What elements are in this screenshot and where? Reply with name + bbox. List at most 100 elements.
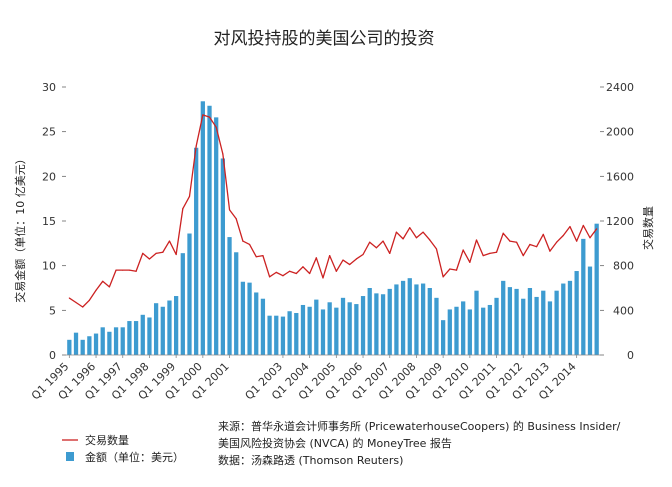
deal-count-point-q3-1997 [135,270,137,272]
deal-count-point-q4-2011 [515,241,518,243]
bar-q3-2001 [240,281,246,355]
deal-count-point-q3-1995 [82,306,84,308]
deal-count-point-q1-2008 [415,237,418,239]
y-axis-right-label: 交易数量 [641,206,655,250]
deal-count-point-q4-2002 [275,271,277,273]
deal-count-point-q4-1996 [115,269,117,271]
bar-q3-1997 [133,321,139,355]
bar-q2-2004 [314,299,319,355]
deal-count-point-q2-2012 [529,243,531,246]
deal-count-point-q1-2006 [362,253,364,256]
bar-q1-2007 [387,288,392,355]
deal-count-point-q3-2002 [268,276,271,278]
deal-count-point-q1-1995 [68,297,70,299]
bar-q1-1999 [174,296,179,355]
bar-q1-2000 [200,101,205,355]
bar-q4-2002 [274,315,279,355]
deal-count-point-q2-2013 [556,241,558,243]
deal-count-point-q2-2004 [315,257,317,259]
deal-count-point-q1-2005 [335,270,337,272]
bar-q1-1996 [93,333,99,355]
bar-q3-1999 [187,233,192,355]
deal-count-point-q1-2000 [202,114,204,116]
deal-count-point-q3-2006 [375,247,377,249]
bar-q4-2005 [354,304,359,355]
bar-q1-1998 [147,317,152,355]
deal-count-point-q2-2006 [369,241,371,243]
bar-q1-2014 [574,271,579,355]
deal-count-point-q2-2014 [582,224,584,227]
deal-count-point-q4-2006 [382,240,384,242]
deal-count-point-q4-2005 [355,258,357,260]
deal-count-point-q3-2003 [295,272,297,275]
deal-count-point-q2-1999 [182,208,184,210]
bar-q2-2002 [260,298,266,355]
deal-count-point-q1-2002 [255,256,257,258]
deal-count-point-q4-1998 [168,240,171,242]
deal-count-point-q2-2011 [502,232,504,234]
deal-count-point-q4-2014 [596,228,598,230]
bar-q2-2012 [527,288,533,355]
deal-count-point-q3-1999 [188,195,191,198]
bar-q2-1999 [180,253,185,355]
bar-q4-2013 [567,280,573,355]
deal-count-point-q2-1995 [75,301,77,304]
bar-q1-2013 [547,301,553,355]
deal-count-point-q3-2009 [455,269,458,271]
deal-count-point-q2-2000 [208,116,211,118]
bar-q4-2000 [220,158,225,355]
chart-title: 对风投持股的美国公司的投资 [214,29,435,49]
bar-q4-2004 [327,302,332,355]
deal-count-point-q4-2008 [435,248,438,250]
bar-q1-2005 [334,307,339,355]
source-line-2: 美国风险投资协会 (NVCA) 的 MoneyTree 报告 [218,436,452,450]
bar-q2-2011 [501,280,506,355]
bar-q4-2009 [461,301,466,355]
deal-count-point-q1-2013 [549,250,551,252]
deal-count-point-q3-2014 [589,237,591,239]
deal-count-point-q4-2009 [462,249,464,251]
bar-q3-1995 [80,339,85,355]
bar-q3-1996 [107,331,112,355]
bar-q3-2003 [294,313,299,355]
deal-count-point-q4-2012 [542,233,544,235]
y-axis-left-label: 交易金额（单位：10 亿美元） [13,153,27,303]
bar-q2-2003 [287,311,292,355]
bar-q1-2008 [414,284,419,355]
source-line-1: 来源：普华永道会计师事务所 (PricewaterhouseCoopers) 的… [218,419,621,433]
deal-count-point-q1-1999 [175,253,177,256]
bar-q3-2002 [267,315,272,355]
bar-q1-2012 [521,298,526,355]
deal-count-point-q4-2000 [222,153,224,155]
deal-count-point-q2-2009 [449,268,451,270]
bar-q2-2014 [581,238,586,355]
bar-q1-1995 [67,339,72,355]
y-right-tick-label: 800 [613,260,634,273]
bar-q2-2005 [340,297,346,355]
deal-count-point-q2-2007 [395,231,398,233]
bar-q2-2013 [554,290,559,355]
bar-q3-2011 [507,287,513,355]
y-right-tick-label: 1200 [606,215,634,228]
deal-count-point-q4-2007 [409,227,411,229]
deal-count-point-q3-2010 [482,255,484,257]
deal-count-point-q3-2005 [349,263,351,266]
bar-q4-2011 [514,288,519,355]
source-note: 来源：普华永道会计师事务所 (PricewaterhouseCoopers) 的… [218,419,621,467]
bar-q2-1998 [153,303,159,355]
bar-q4-2001 [247,282,252,355]
bar-q2-2010 [474,290,479,355]
bar-q2-2008 [420,283,426,355]
deal-count-point-q3-1998 [162,251,164,253]
bar-q2-1997 [127,321,132,355]
deal-count-point-q2-2001 [235,218,237,220]
y-left-tick-label: 20 [42,170,56,183]
y-left-tick-label: 25 [42,126,56,139]
bar-q3-2013 [561,283,566,355]
deal-count-point-q4-1997 [142,252,144,254]
y-right-tick-label: 1600 [606,170,634,183]
y-right-tick-label: 400 [613,304,634,317]
deal-count-point-q2-2005 [342,259,344,261]
